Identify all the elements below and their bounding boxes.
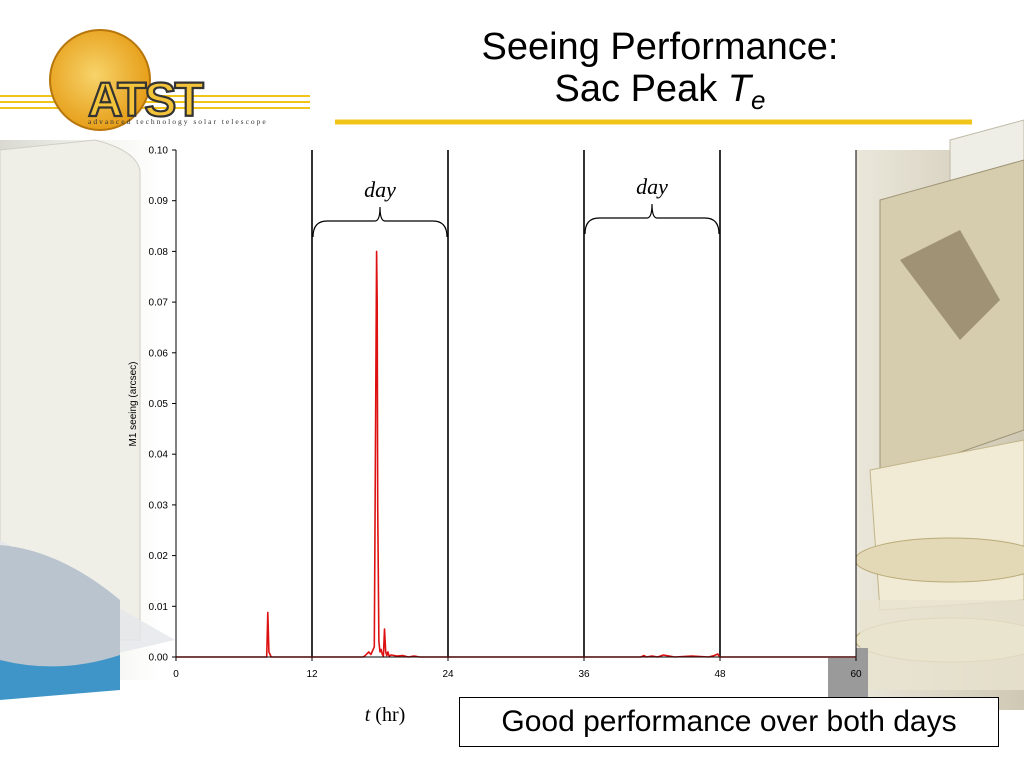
y-tick-label: 0.03 [149, 500, 169, 511]
x-tick-label: 60 [850, 669, 862, 680]
series-line [176, 250, 856, 658]
atst-logo: ATST advanced technology solar telescope [0, 29, 310, 131]
x-tick-label: 48 [714, 669, 726, 680]
title-variable: T [727, 68, 751, 110]
y-tick-label: 0.01 [149, 602, 169, 613]
x-tick-label: 0 [173, 669, 179, 680]
left-telescope-illustration [0, 139, 175, 700]
title-line-1: Seeing Performance: [481, 26, 839, 68]
day-label: day [364, 177, 396, 202]
plot-area [176, 150, 856, 658]
y-tick-label: 0.00 [149, 653, 169, 664]
y-tick-label: 0.09 [149, 196, 169, 207]
x-tick-label: 36 [578, 669, 590, 680]
x-axis-unit: (hr) [370, 704, 406, 726]
title-line-2: Sac Peak Te [380, 68, 940, 113]
sun-icon [49, 29, 151, 131]
x-axis-variable: t [364, 704, 371, 726]
x-tick-label: 24 [442, 669, 454, 680]
title-location: Sac Peak [554, 68, 728, 110]
day-brace [312, 206, 448, 238]
y-axis-title: M1 seeing (arcsec) [128, 361, 139, 446]
y-tick-label: 0.06 [149, 348, 169, 359]
x-axis-title: t (hr) [330, 704, 440, 727]
logo-tagline: advanced technology solar telescope [88, 117, 268, 126]
y-tick-label: 0.08 [149, 247, 169, 258]
y-tick-label: 0.07 [149, 298, 169, 309]
y-tick-label: 0.05 [149, 399, 169, 410]
title-subscript: e [750, 85, 766, 115]
y-tick-label: 0.02 [149, 551, 169, 562]
x-tick-label: 12 [306, 669, 318, 680]
callout-box: Good performance over both days [459, 697, 999, 747]
right-telescope-illustration [828, 119, 1024, 710]
y-tick-label: 0.10 [149, 146, 169, 157]
day-label: day [636, 174, 668, 199]
day-brace [584, 203, 720, 235]
chart: 0.00 0.01 0.02 0.03 0.04 0.05 0.06 0.07 0.08 0.09… [128, 146, 862, 681]
page-title: Seeing Performance: Sac Peak Te [380, 26, 940, 113]
y-tick-label: 0.04 [149, 450, 169, 461]
logo-text: ATST [88, 74, 203, 127]
